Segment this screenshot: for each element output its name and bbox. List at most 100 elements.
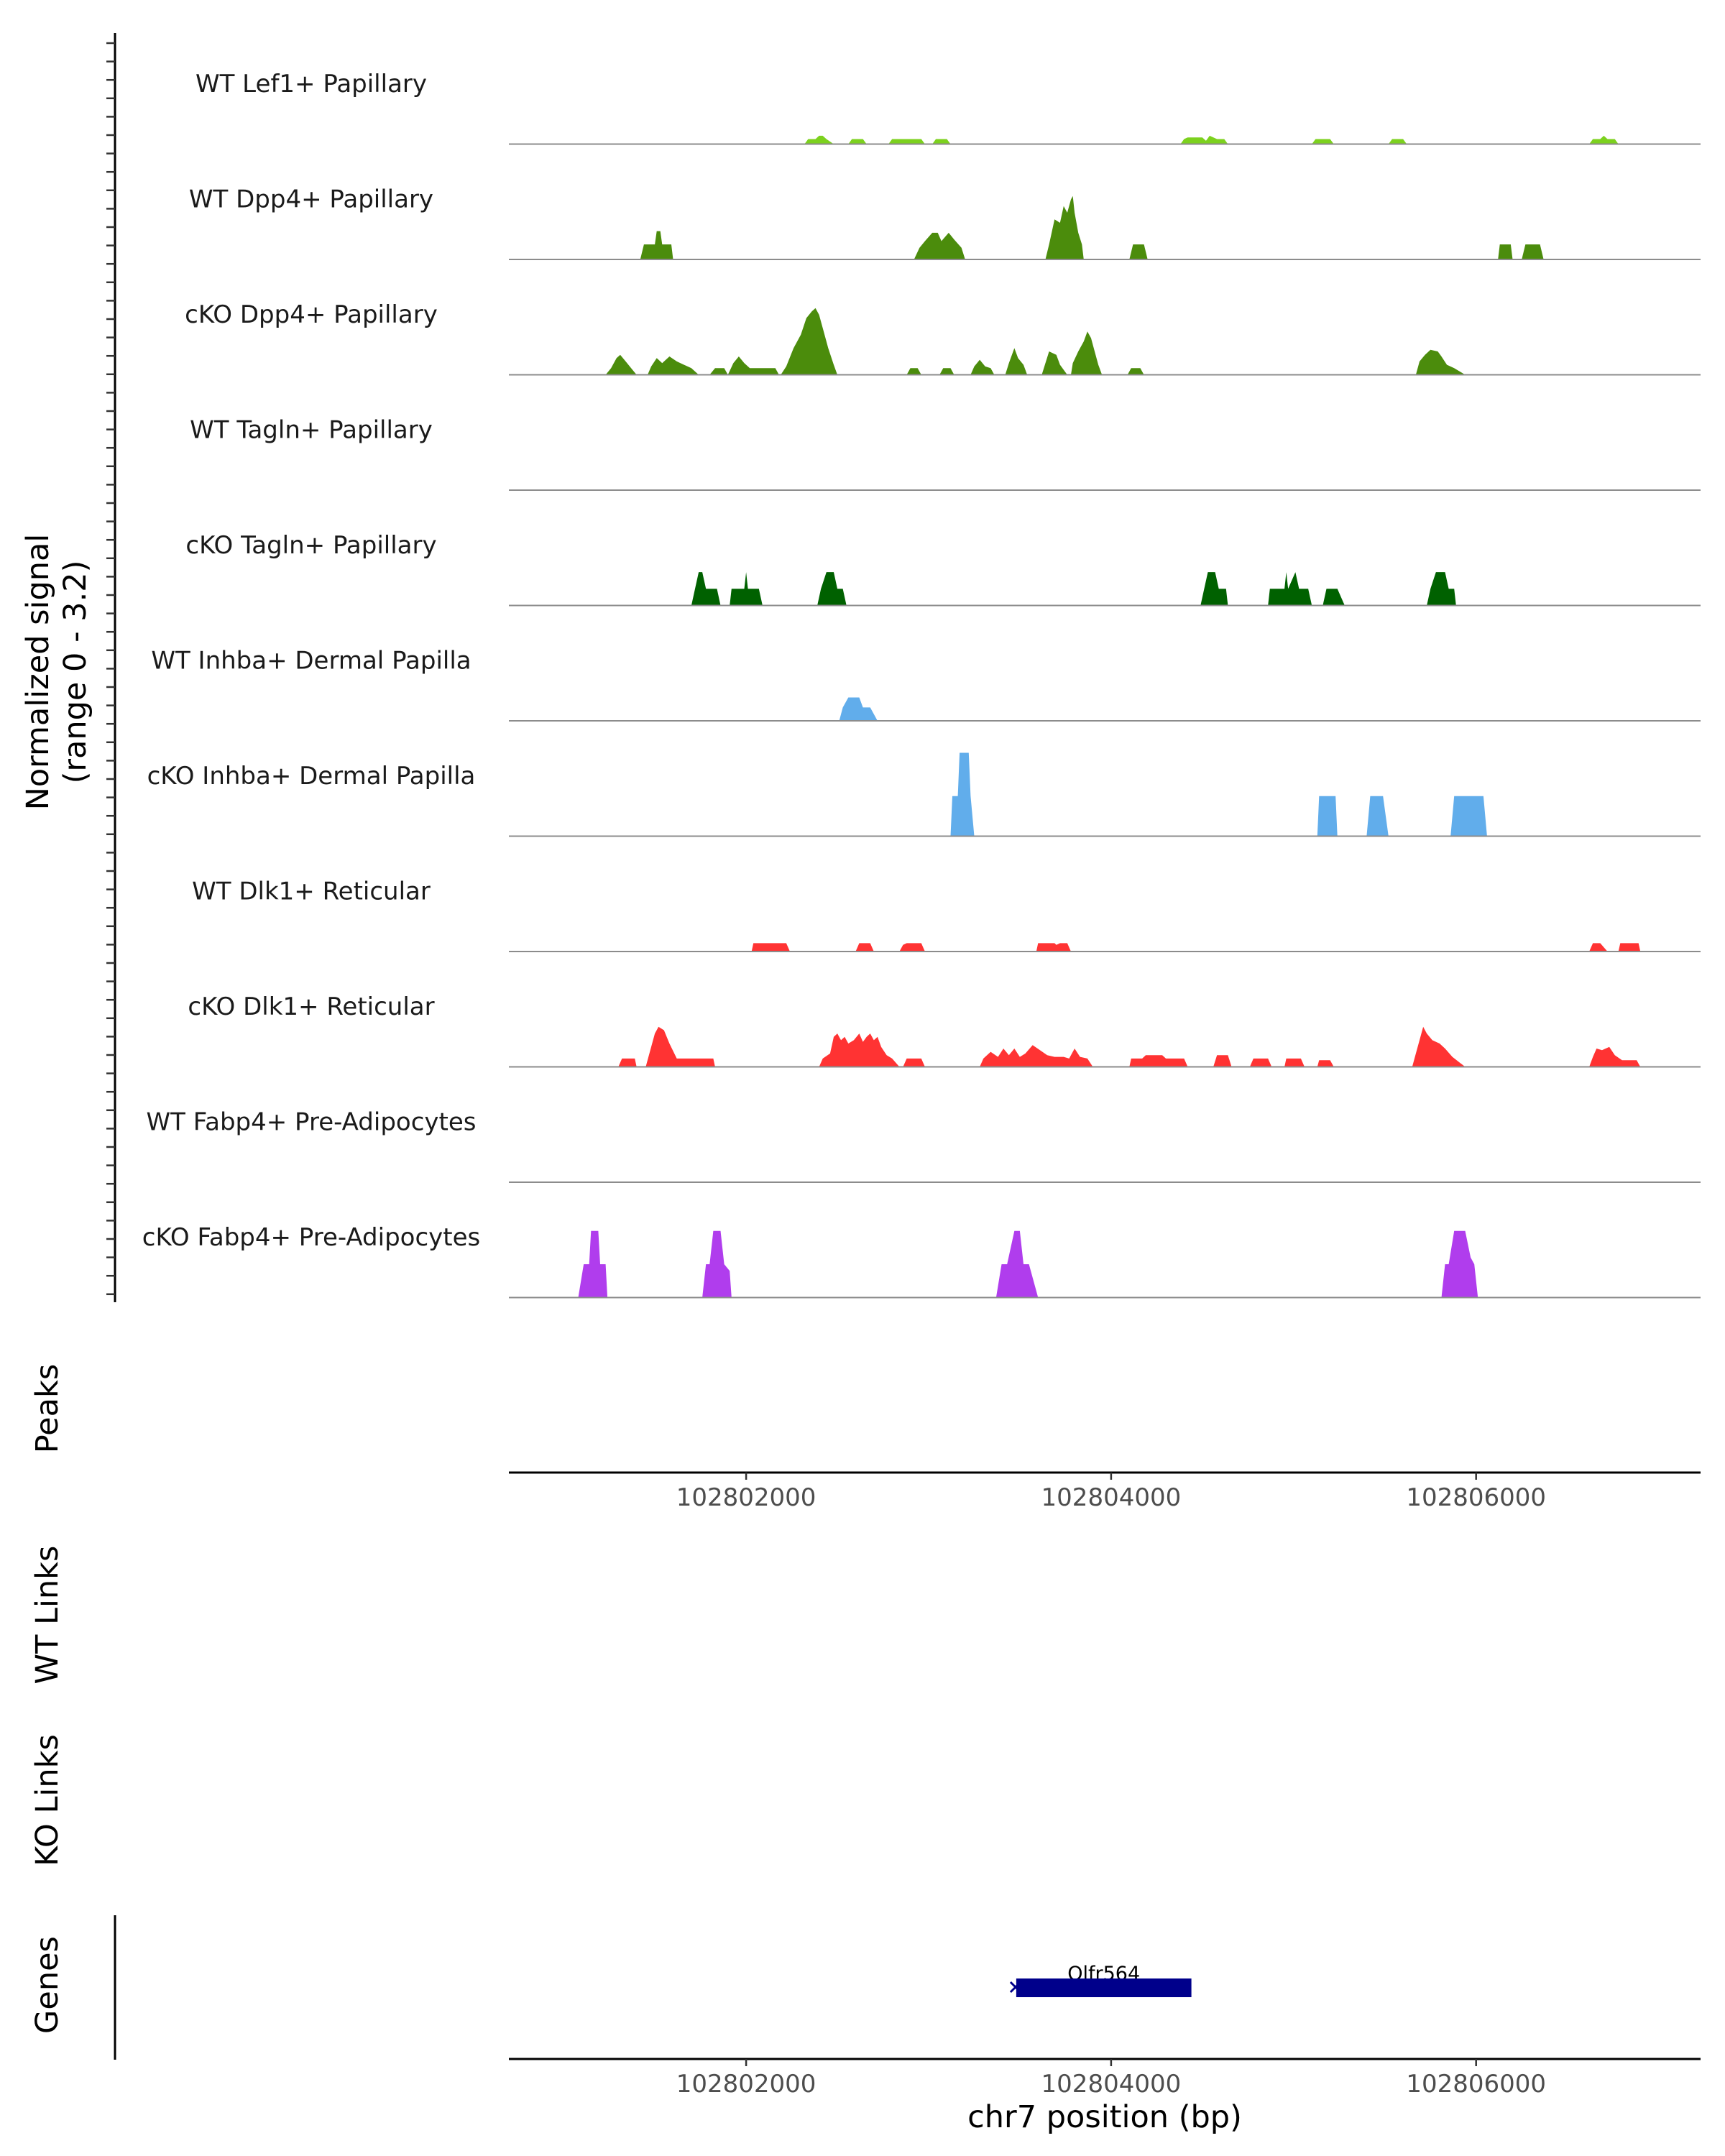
- track-label: WT Fabp4+ Pre-Adipocytes: [147, 1108, 477, 1137]
- track-cko-dlk1-reticular: cKO Dlk1+ Reticular: [188, 992, 1701, 1068]
- coverage-peak: [645, 1026, 715, 1067]
- coverage-peak: [1036, 943, 1071, 952]
- coverage-peak: [751, 943, 790, 952]
- coverage-peak: [1589, 943, 1608, 952]
- signal-y-axis-title: Normalized signal (range 0 - 3.2): [20, 534, 93, 811]
- coverage-peak: [1284, 1058, 1305, 1067]
- coverage-peak: [980, 1045, 1093, 1067]
- coverage-peak: [730, 572, 763, 606]
- coverage-peak: [1412, 1026, 1466, 1067]
- track-label: cKO Fabp4+ Pre-Adipocytes: [142, 1223, 481, 1252]
- coverage-peak: [1441, 1230, 1478, 1298]
- signal-y-ticks: [106, 42, 115, 1296]
- coverage-peak: [817, 572, 847, 606]
- coverage-peak: [1317, 796, 1338, 837]
- track-wt-dlk1-reticular: WT Dlk1+ Reticular: [192, 877, 1701, 952]
- ko-links-title: KO Links: [29, 1734, 65, 1866]
- coverage-peak: [1041, 351, 1067, 375]
- coverage-peak: [702, 1230, 732, 1298]
- coverage-peak: [578, 1230, 608, 1298]
- track-wt-inhba-dermal-papilla: WT Inhba+ Dermal Papilla: [151, 647, 1701, 722]
- coverage-peak: [1618, 943, 1641, 952]
- coverage-peak: [640, 231, 673, 259]
- wt-links-title: WT Links: [29, 1546, 65, 1685]
- coverage-peak: [1388, 139, 1407, 144]
- coverage-peak: [855, 943, 874, 952]
- coverage-peak: [727, 356, 779, 375]
- coverage-peak: [970, 359, 995, 375]
- coverage-peak: [914, 232, 965, 259]
- coverage-peak: [1268, 572, 1312, 606]
- coverage-peak: [1522, 244, 1544, 259]
- coverage-peak: [839, 697, 878, 721]
- y-title-line1: Normalized signal: [20, 534, 56, 811]
- coverage-peak: [1127, 368, 1144, 375]
- coverage-peak: [648, 356, 699, 375]
- track-cko-tagln-papillary: cKO Tagln+ Papillary: [185, 531, 1701, 607]
- gene-track: Olfr564: [1009, 1963, 1192, 1997]
- x-tick-label: 102804000: [1041, 1483, 1182, 1512]
- coverage-peak: [995, 1230, 1039, 1298]
- coverage-peak: [903, 1058, 925, 1067]
- coverage-peak: [939, 368, 954, 375]
- track-wt-dpp4-papillary: WT Dpp4+ Papillary: [189, 185, 1701, 260]
- coverage-peak: [1366, 796, 1389, 837]
- track-label: WT Inhba+ Dermal Papilla: [151, 647, 471, 676]
- coverage-peak: [781, 308, 837, 375]
- coverage-peak: [1213, 1055, 1232, 1067]
- track-label: WT Dpp4+ Papillary: [189, 185, 433, 214]
- track-label: cKO Tagln+ Papillary: [185, 531, 436, 560]
- coverage-peak: [1317, 1060, 1334, 1067]
- track-cko-dpp4-papillary: cKO Dpp4+ Papillary: [185, 300, 1701, 376]
- gene-body: [1016, 1978, 1192, 1997]
- coverage-peak: [1071, 331, 1103, 375]
- coverage-peak: [1045, 195, 1084, 259]
- coverage-peak: [1322, 589, 1345, 606]
- coverage-peak: [1249, 1058, 1272, 1067]
- genes-title: Genes: [29, 1936, 65, 2034]
- x-tick-label: 102802000: [676, 1483, 816, 1512]
- genes-x-ticks: 102802000 102804000 102806000: [676, 2059, 1546, 2099]
- coverage-peak: [1129, 1055, 1188, 1067]
- y-title-line2: (range 0 - 3.2): [58, 561, 93, 784]
- track-wt-tagln-papillary: WT Tagln+ Papillary: [190, 416, 1701, 491]
- track-label: WT Tagln+ Papillary: [190, 416, 433, 445]
- coverage-peak: [1589, 1046, 1641, 1067]
- coverage-peak: [618, 1058, 637, 1067]
- coverage-peak: [1589, 135, 1619, 144]
- coverage-peak: [906, 368, 921, 375]
- coverage-peak: [605, 354, 637, 375]
- coverage-peak: [950, 752, 975, 837]
- coverage-peak: [1498, 244, 1513, 259]
- x-axis-title: chr7 position (bp): [967, 2099, 1242, 2135]
- coverage-peak: [1005, 348, 1028, 375]
- track-label: WT Dlk1+ Reticular: [192, 877, 431, 906]
- coverage-peak: [804, 135, 951, 144]
- coverage-peak: [1129, 244, 1148, 259]
- x-tick-label: 102806000: [1406, 1483, 1546, 1512]
- x-tick-label: 102806000: [1406, 2070, 1546, 2099]
- track-cko-fabp4-pre-adipocytes: cKO Fabp4+ Pre-Adipocytes: [142, 1223, 1701, 1299]
- coverage-peak: [899, 943, 925, 952]
- peaks-x-ticks: 102802000 102804000 102806000: [676, 1473, 1546, 1512]
- coverage-peak: [709, 368, 728, 375]
- x-tick-label: 102804000: [1041, 2070, 1182, 2099]
- x-tick-label: 102802000: [676, 2070, 816, 2099]
- gene-strand-marker: [1009, 1981, 1021, 1994]
- coverage-peak: [1427, 572, 1456, 606]
- track-label: WT Lef1+ Papillary: [196, 70, 427, 98]
- track-label: cKO Dpp4+ Papillary: [185, 300, 438, 329]
- track-cko-inhba-dermal-papilla: cKO Inhba+ Dermal Papilla: [147, 752, 1701, 837]
- peaks-title: Peaks: [29, 1364, 65, 1454]
- track-label: cKO Inhba+ Dermal Papilla: [147, 762, 476, 791]
- coverage-peak: [819, 1033, 900, 1067]
- coverage-peak: [1312, 139, 1334, 144]
- coverage-peak: [1180, 135, 1228, 144]
- coverage-peak: [1200, 572, 1228, 606]
- track-wt-fabp4-pre-adipocytes: WT Fabp4+ Pre-Adipocytes: [147, 1108, 1701, 1183]
- track-label: cKO Dlk1+ Reticular: [188, 992, 434, 1021]
- coverage-peak: [691, 572, 721, 606]
- coverage-tracks: WT Lef1+ Papillary WT Dpp4+ Papillary cKO …: [142, 70, 1701, 1299]
- track-wt-lef1-papillary: WT Lef1+ Papillary: [196, 70, 1701, 145]
